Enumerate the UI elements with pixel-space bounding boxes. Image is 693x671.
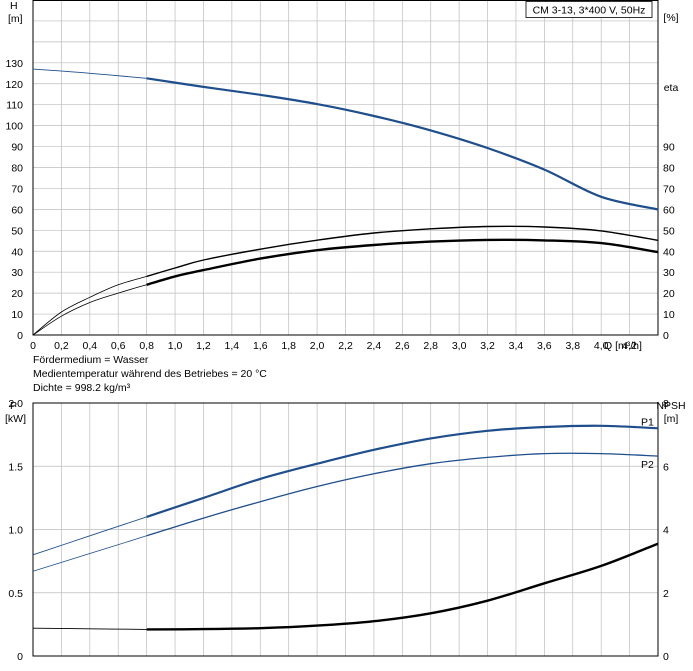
top-x-tick-label: 2,4	[367, 340, 382, 352]
bottom-y2-tick-label: 2	[663, 588, 669, 600]
top-y2-tick-label: 70	[663, 183, 675, 195]
bottom-y-tick-label: 0	[17, 651, 23, 663]
top-x-tick-label: 0,2	[54, 340, 69, 352]
top-y2-tick-label: 90	[663, 142, 675, 154]
bottom-y-tick-label: 2.0	[8, 398, 23, 410]
top-x-tick-label: 1,0	[168, 340, 183, 352]
p1-curve	[146, 424, 659, 518]
top-ylabel-unit: [m]	[8, 13, 23, 25]
bottom-y-tick-label: 1.0	[8, 525, 23, 537]
bottom-y2-tick-label: 8	[663, 398, 669, 410]
eta-curve-upper-thin	[32, 276, 147, 336]
top-y-tick-label: 40	[11, 246, 23, 258]
head-curve-thin	[32, 68, 147, 79]
chart-title: CM 3-13, 3*400 V, 50Hz	[533, 5, 646, 17]
top-y2-tick-label: 10	[663, 309, 675, 321]
note-density: Dichte = 998.2 kg/m³	[33, 382, 131, 394]
bottom-ylabel: P	[10, 400, 17, 412]
top-x-tick-label: 2,0	[310, 340, 325, 352]
top-y-tick-label: 60	[11, 204, 23, 216]
top-x-tick-label: 1,8	[281, 340, 296, 352]
p2-curve	[146, 452, 659, 537]
top-y-tick-label: 70	[11, 183, 23, 195]
bottom-ylabel-unit: [kW]	[5, 413, 26, 425]
top-y-tick-label: 10	[11, 309, 23, 321]
top-y2-tick-label: 40	[663, 246, 675, 258]
top-x-tick-label: 4,2	[622, 340, 637, 352]
top-y-tick-label: 110	[6, 100, 23, 112]
top-y-tick-label: 120	[5, 79, 23, 91]
top-x-tick-label: 2,8	[423, 340, 438, 352]
top-x-tick-label: 0,6	[111, 340, 126, 352]
bottom-y2-tick-label: 4	[663, 525, 669, 537]
top-x-tick-label: 3,2	[480, 340, 495, 352]
top-y-tick-label: 50	[11, 225, 23, 237]
top-x-tick-label: 1,4	[225, 340, 240, 352]
eta-curve-upper	[146, 225, 659, 278]
top-y2-tick-label: 60	[663, 204, 675, 216]
top-y-tick-label: 30	[11, 267, 23, 279]
npsh-curve	[146, 542, 659, 631]
bottom-y-tick-label: 1.5	[8, 461, 23, 473]
note-temperature: Medientemperatur während des Betriebes =…	[33, 368, 267, 380]
top-y2-tick-label: 0	[663, 330, 669, 342]
top-y-tick-label: 0	[17, 330, 23, 342]
p2-label: P2	[641, 459, 654, 471]
bottom-y2label-unit: [m]	[664, 413, 679, 425]
top-x-tick-label: 2,2	[338, 340, 353, 352]
p1-label: P1	[641, 416, 654, 428]
top-x-tick-label: 0,4	[83, 340, 98, 352]
top-x-tick-label: 3,4	[509, 340, 524, 352]
top-x-tick-label: 3,6	[537, 340, 552, 352]
note-medium: Fördermedium = Wasser	[33, 354, 149, 366]
top-y2-tick-label: 50	[663, 225, 675, 237]
top-x-tick-label: 1,2	[196, 340, 211, 352]
top-x-tick-label: 0,8	[139, 340, 154, 352]
top-x-tick-label: 3,0	[452, 340, 467, 352]
top-x-tick-label: 0	[30, 340, 36, 352]
eta-curve-lower	[146, 238, 659, 286]
top-y-tick-label: 20	[11, 288, 23, 300]
top-x-tick-label: 4,0	[594, 340, 609, 352]
top-y-tick-label: 90	[11, 142, 23, 154]
bottom-chart-grid	[32, 402, 659, 657]
top-y2label: eta	[664, 82, 679, 94]
top-plot-frame	[32, 0, 659, 336]
top-y-tick-label: 80	[11, 163, 23, 175]
top-x-tick-label: 2,6	[395, 340, 410, 352]
top-x-tick-label: 3,8	[565, 340, 580, 352]
top-chart-grid	[32, 0, 659, 336]
bottom-plot-frame	[32, 402, 659, 657]
bottom-y-tick-label: 0.5	[8, 588, 23, 600]
p2-curve-thin	[32, 535, 147, 572]
title-box	[525, 1, 653, 18]
top-y2label-unit: [%]	[663, 12, 678, 24]
eta-curve-lower-thin	[32, 284, 147, 336]
npsh-curve-thin	[32, 627, 147, 630]
bottom-y2-tick-label: 6	[663, 461, 669, 473]
top-ylabel: H	[10, 0, 18, 12]
top-y-tick-label: 130	[5, 58, 23, 70]
top-y2-tick-label: 80	[663, 163, 675, 175]
bottom-y2label: NPSH	[656, 400, 685, 412]
top-x-tick-label: 1,6	[253, 340, 268, 352]
top-y2-tick-label: 20	[663, 288, 675, 300]
top-y-tick-label: 100	[5, 121, 23, 133]
top-xlabel: Q [m³/h]	[604, 340, 642, 352]
p1-curve-thin	[32, 516, 147, 556]
plot-layer: 0 0,2 0,4 0,6 0,8 1,0 1,2 1,4 1,6 1,8 2,0 2,2 2,4 2,6…	[5, 0, 686, 663]
top-y2-tick-label: 30	[663, 267, 675, 279]
bottom-y2-tick-label: 0	[663, 651, 669, 663]
head-curve	[146, 77, 659, 211]
